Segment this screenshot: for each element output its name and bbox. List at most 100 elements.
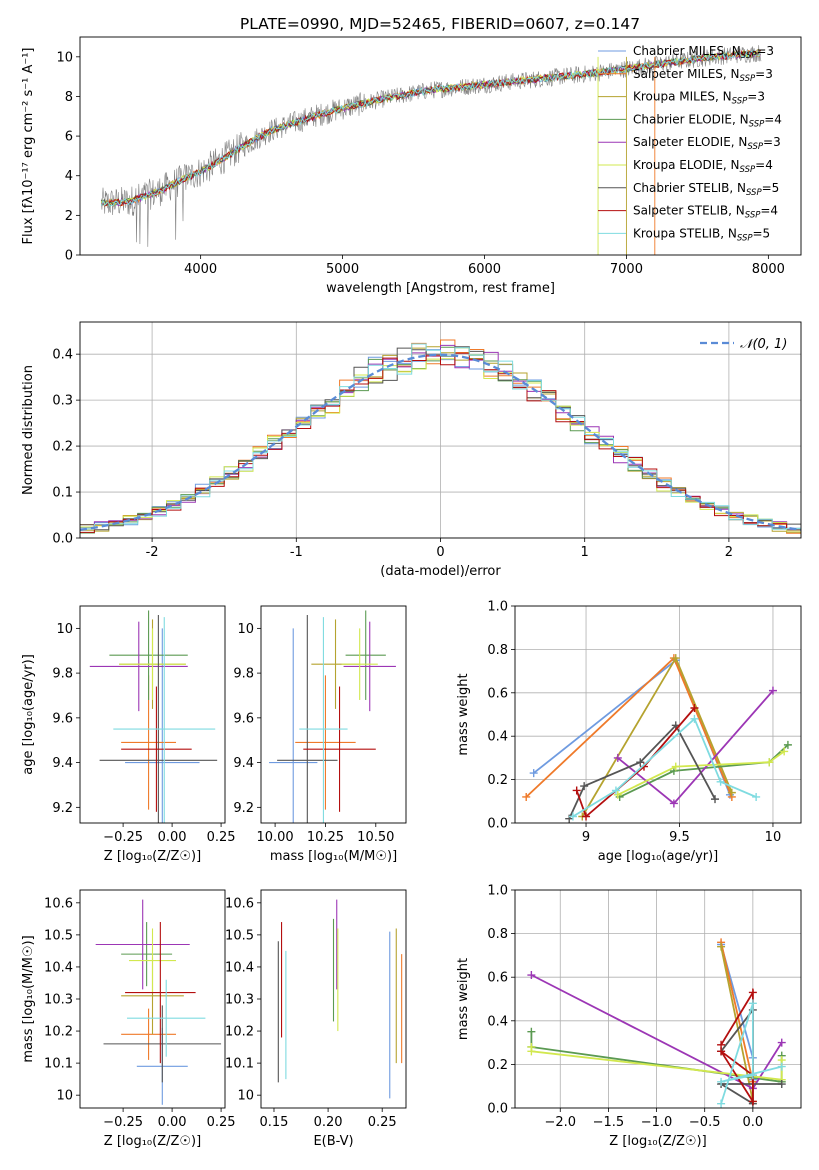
legend-entry: Kroupa MILES, NSSP=3: [633, 90, 765, 107]
weight-marker: [777, 1062, 786, 1071]
weight-marker: [748, 1071, 757, 1080]
legend-entry: Salpeter ELODIE, NSSP=3: [633, 135, 781, 152]
y-tick-label: 0.0: [52, 532, 73, 547]
legend-entry: Salpeter STELIB, NSSP=4: [633, 204, 778, 221]
plot-area-weight_vs_age: [515, 606, 801, 823]
weight-marker: [568, 812, 577, 821]
weight-marker: [572, 786, 581, 795]
x-tick-label: 7000: [610, 262, 643, 277]
x-tick-label: 0.25: [207, 1115, 236, 1130]
x-axis-label: (data-model)/error: [380, 564, 501, 579]
y-tick-label: 10.6: [44, 896, 73, 911]
x-tick-label: 0.25: [207, 830, 236, 845]
x-axis-label: Z [log₁₀(Z/Z☉)]: [104, 849, 201, 864]
y-tick-label: 0.1: [52, 486, 73, 501]
y-tick-label: 10: [56, 50, 73, 65]
weight-marker: [748, 1097, 757, 1106]
y-tick-label: 1.0: [487, 884, 508, 899]
y-tick-label: 10.3: [225, 993, 254, 1008]
plot-area-age_vs_Z: [89, 610, 218, 823]
x-tick-label: 6000: [468, 262, 501, 277]
axes-frame: [260, 889, 407, 1109]
weight-marker: [780, 747, 789, 756]
spectrum-legend: Chabrier MILES, NSSP=3 Salpeter MILES, NS…: [598, 44, 782, 243]
axes-frame: [514, 605, 802, 824]
y-axis-label: Flux [fλ10⁻¹⁷ erg cm⁻² s⁻¹ A⁻¹]: [21, 48, 36, 245]
y-tick-label: 10.5: [225, 928, 254, 943]
y-tick-label: 0.6: [487, 686, 508, 701]
x-tick-label: 8000: [752, 262, 785, 277]
weight-marker: [768, 686, 777, 695]
weight-marker: [748, 999, 757, 1008]
y-tick-label: 4: [65, 169, 73, 184]
axes-frame: [260, 605, 407, 824]
panel-spectrum: 4000 5000 6000 7000 8000 0 2 4 6 8 10 wavelength [A…: [21, 36, 802, 296]
y-tick-label: 0.8: [487, 927, 508, 942]
x-axis-label: wavelength [Angstrom, rest frame]: [326, 281, 555, 296]
x-tick-label: 10: [765, 830, 782, 845]
plot-area-weight_vs_Z: [515, 890, 801, 1108]
axes-frame: [79, 605, 226, 824]
y-tick-label: 2: [65, 209, 73, 224]
x-tick-label: 10.00: [256, 830, 293, 845]
weight-line: [617, 750, 785, 796]
spectrum-model-line: [100, 49, 761, 207]
weight-line: [533, 658, 731, 796]
y-tick-label: 9.4: [52, 756, 73, 771]
panel-weight_vs_Z: −2.0 −1.5 −1.0 −0.5 0.0 0.0 0.2 0.4 0.6 0.8 1.0 Z […: [456, 884, 802, 1149]
panel-weight_vs_age: 9 9.5 10 0.0 0.2 0.4 0.6 0.8 1.0 age [log₁₀(age/y…: [456, 600, 802, 864]
spectrum-data-line: [101, 45, 762, 247]
x-tick-label: -2: [146, 545, 159, 560]
x-tick-label: 10.50: [357, 830, 394, 845]
axes-frame: [514, 889, 802, 1109]
weight-marker: [613, 753, 622, 762]
y-tick-label: 0.4: [52, 348, 73, 363]
weight-marker: [717, 942, 726, 951]
x-tick-label: −0.25: [103, 830, 143, 845]
weight-marker: [752, 792, 761, 801]
y-tick-label: 10.1: [44, 1057, 73, 1072]
histogram-legend: 𝒩(0, 1): [700, 337, 787, 352]
x-tick-label: 0.0: [743, 1115, 764, 1130]
panel-age_vs_mass: 10.00 10.25 10.50 9.2 9.4 9.6 9.8 10 mass [log₁₀…: [233, 605, 407, 864]
y-tick-label: 9.8: [233, 667, 254, 682]
y-axis-label: mass [log₁₀(M/M☉)]: [21, 935, 36, 1062]
x-axis-label: Z [log₁₀(Z/Z☉)]: [609, 1134, 706, 1149]
weight-marker: [777, 1080, 786, 1089]
weight-marker: [717, 1047, 726, 1056]
y-tick-label: 9.2: [52, 801, 73, 816]
y-axis-label: mass weight: [456, 958, 471, 1040]
weight-marker: [527, 971, 536, 980]
x-axis-label: Z [log₁₀(Z/Z☉)]: [104, 1134, 201, 1149]
x-tick-label: 4000: [184, 262, 217, 277]
y-tick-label: 0.2: [487, 773, 508, 788]
y-tick-label: 0.2: [52, 440, 73, 455]
weight-marker: [727, 788, 736, 797]
y-tick-label: 0.3: [52, 394, 73, 409]
y-tick-label: 0.4: [487, 1014, 508, 1029]
y-tick-label: 8: [65, 90, 73, 105]
weight-marker: [613, 790, 622, 799]
y-axis-label: mass weight: [456, 673, 471, 755]
plot-area-spectrum: [100, 45, 762, 255]
y-tick-label: 10: [237, 622, 254, 637]
x-tick-label: −2.0: [544, 1115, 576, 1130]
weight-marker: [716, 777, 725, 786]
normal-curve: [80, 353, 801, 532]
weight-line: [525, 656, 733, 798]
y-tick-label: 10.4: [44, 960, 73, 975]
y-tick-label: 9.6: [52, 711, 73, 726]
axes-frame: [79, 889, 226, 1109]
weight-marker: [527, 1027, 536, 1036]
y-tick-label: 0.0: [487, 817, 508, 832]
weight-marker: [611, 786, 620, 795]
plot-area-age_vs_mass: [269, 610, 396, 823]
x-tick-label: 0.20: [314, 1115, 343, 1130]
y-tick-label: 0: [65, 249, 73, 264]
legend-entry: 𝒩(0, 1): [740, 337, 787, 352]
x-tick-label: 0.00: [158, 830, 187, 845]
y-tick-label: 10.4: [225, 960, 254, 975]
y-tick-label: 10: [56, 1089, 73, 1104]
x-tick-label: −1.0: [641, 1115, 673, 1130]
x-axis-label: age [log₁₀(age/yr)]: [598, 849, 719, 864]
